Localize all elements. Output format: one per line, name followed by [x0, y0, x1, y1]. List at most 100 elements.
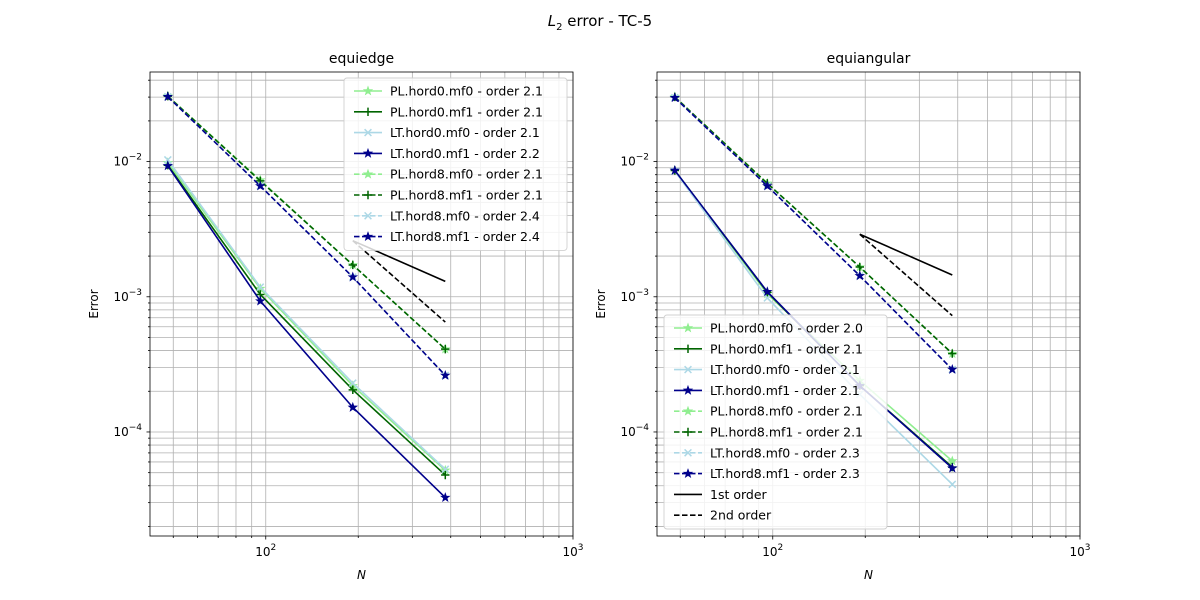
legend-label: LT.hord0.mf0 - order 2.1 — [710, 362, 860, 377]
figure-title: L2 error - TC-5 — [548, 12, 652, 33]
legend-label: PL.hord0.mf1 - order 2.1 — [390, 104, 543, 119]
legend-label: PL.hord8.mf0 - order 2.1 — [390, 167, 543, 182]
series-marker — [348, 260, 357, 270]
series-marker — [441, 344, 450, 354]
series-line — [674, 97, 953, 371]
y-tick-label: 10−3 — [113, 288, 142, 304]
y-axis-label: Error — [87, 289, 101, 318]
series-marker — [440, 369, 451, 380]
series-marker — [762, 286, 773, 297]
x-tick-label: 103 — [1069, 543, 1090, 559]
axes-frame — [149, 71, 574, 537]
y-axis-label: Error — [594, 289, 608, 318]
legend-marker — [362, 147, 374, 158]
series-marker — [255, 180, 266, 191]
legend-label: 2nd order — [710, 508, 772, 523]
legend-label: LT.hord0.mf0 - order 2.1 — [390, 125, 540, 140]
series-marker — [669, 92, 681, 103]
series-marker — [948, 349, 957, 358]
subplot-equiangular: 102 103 10−4 10−3 10−2 N Error equiangular PL.ho… — [594, 51, 1091, 582]
subplot-equiedge: 102 103 10−4 10−3 10−2 N Error equiedge PL.hord0… — [87, 51, 584, 582]
legend-marker — [362, 168, 374, 179]
legend-marker — [682, 384, 694, 395]
legend-label: LT.hord8.mf1 - order 2.3 — [710, 466, 860, 481]
series-marker — [347, 271, 359, 282]
series-marker — [669, 164, 681, 175]
series-marker — [440, 492, 451, 503]
plot-area — [669, 91, 958, 489]
legend-marker — [363, 107, 373, 116]
x-tick-label: 102 — [762, 543, 783, 559]
legend-label: LT.hord0.mf1 - order 2.1 — [710, 383, 860, 398]
x-tick-label: 102 — [255, 543, 276, 559]
series-line — [167, 162, 446, 471]
legend-marker — [682, 405, 694, 416]
x-axis-label: N — [357, 568, 366, 582]
series-marker — [348, 385, 357, 395]
series-marker — [347, 401, 359, 412]
series-marker — [162, 160, 174, 171]
legend-label: LT.hord8.mf1 - order 2.4 — [390, 229, 540, 244]
legend-marker — [682, 322, 694, 333]
legend-marker — [683, 427, 693, 437]
series-marker — [163, 155, 172, 164]
legend-marker — [684, 365, 692, 374]
axis-ticks — [653, 79, 1081, 540]
series-line — [167, 164, 446, 476]
subplot-title: equiangular — [827, 51, 911, 67]
legend-marker — [362, 231, 374, 242]
x-tick-label: 103 — [562, 543, 583, 559]
axes-frame — [656, 71, 1081, 537]
series-line — [167, 159, 446, 470]
series-marker — [948, 480, 957, 489]
legend-marker — [682, 468, 694, 479]
legend-label: LT.hord0.mf1 - order 2.2 — [390, 146, 540, 161]
legend-marker — [364, 211, 372, 220]
series-marker — [854, 270, 866, 281]
legend-marker — [684, 448, 692, 457]
legend-box — [663, 314, 888, 530]
legend-label: PL.hord0.mf1 - order 2.1 — [710, 341, 863, 356]
legend-label: 1st order — [710, 487, 768, 502]
series-marker — [855, 262, 864, 272]
y-tick-label: 10−2 — [620, 153, 649, 169]
legend-label: LT.hord8.mf0 - order 2.3 — [710, 445, 860, 460]
y-tick-label: 10−2 — [113, 153, 142, 169]
legend-label: PL.hord0.mf0 - order 2.0 — [710, 321, 863, 336]
legend-marker — [683, 344, 693, 353]
series-line — [167, 96, 446, 376]
series-marker — [162, 91, 174, 102]
series-marker — [441, 470, 450, 480]
series-marker — [762, 180, 773, 191]
series-marker — [256, 283, 265, 291]
legend-label: PL.hord8.mf1 - order 2.1 — [710, 425, 863, 440]
y-tick-label: 10−4 — [113, 423, 142, 439]
reference-line — [859, 233, 953, 317]
series-line — [674, 96, 953, 355]
series-line — [167, 165, 446, 499]
legend: PL.hord0.mf0 - order 2.1 PL.hord0.mf1 - o… — [343, 77, 568, 251]
legend-label: PL.hord0.mf0 - order 2.1 — [390, 84, 543, 99]
plot-area — [162, 90, 451, 503]
legend-box — [343, 77, 568, 251]
reference-line — [352, 240, 446, 323]
series-marker — [348, 379, 357, 387]
legend-label: PL.hord8.mf1 - order 2.1 — [390, 188, 543, 203]
series-marker — [947, 363, 958, 374]
series-marker — [947, 462, 958, 473]
legend-label: PL.hord8.mf0 - order 2.1 — [710, 404, 863, 419]
x-axis-label: N — [864, 568, 873, 582]
y-tick-label: 10−4 — [620, 423, 649, 439]
legend-marker — [364, 128, 372, 137]
subplot-title: equiedge — [329, 51, 394, 67]
legend-marker — [362, 85, 374, 96]
series-marker — [255, 295, 266, 306]
y-tick-label: 10−3 — [620, 288, 649, 304]
legend: PL.hord0.mf0 - order 2.0 PL.hord0.mf1 - o… — [663, 314, 888, 530]
legend-label: LT.hord8.mf0 - order 2.4 — [390, 208, 540, 223]
series-marker — [441, 465, 450, 474]
reference-line — [859, 233, 953, 276]
legend-marker — [363, 190, 373, 200]
series-line — [167, 95, 446, 350]
